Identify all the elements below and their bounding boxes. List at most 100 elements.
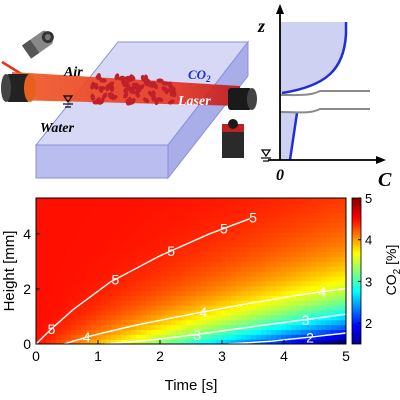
- heatmap-cell: [91, 334, 97, 340]
- heatmap-cell: [296, 295, 302, 301]
- heatmap-cell: [146, 246, 152, 253]
- heatmap-cell: [281, 227, 287, 233]
- label-laser: Laser: [177, 94, 211, 109]
- heatmap-cell: [171, 309, 177, 316]
- heatmap-cell: [301, 212, 307, 219]
- heatmap-cell: [206, 334, 212, 340]
- heatmap-cell: [316, 324, 322, 330]
- heatmap-cell: [86, 305, 92, 311]
- heatmap-cell: [106, 271, 112, 277]
- heatmap-cell: [301, 295, 307, 301]
- contour-label: 5: [220, 220, 228, 236]
- heatmap-cell: [101, 198, 107, 204]
- heatmap-cell: [141, 300, 147, 306]
- heatmap-cell: [306, 319, 312, 326]
- heatmap-cell: [66, 271, 72, 277]
- heatmap-cell: [331, 280, 337, 287]
- heatmap-cell: [186, 202, 192, 209]
- heatmap-cell: [316, 251, 322, 257]
- heatmap-cell: [76, 251, 82, 257]
- heatmap-cell: [226, 290, 232, 296]
- heatmap-cell: [261, 285, 267, 292]
- heatmap-cell: [176, 271, 182, 277]
- heatmap-cell: [286, 271, 292, 277]
- x-tick-label: 2: [156, 348, 164, 364]
- heatmap-cell: [121, 324, 127, 330]
- heatmap-cell: [201, 329, 207, 335]
- heatmap-cell: [321, 324, 327, 330]
- heatmap-cell: [336, 295, 342, 301]
- heatmap-cell: [256, 217, 262, 223]
- heatmap-cell: [236, 256, 242, 262]
- heatmap-cell: [66, 251, 72, 257]
- interface-line-lower: [279, 108, 370, 114]
- heatmap-cell: [326, 212, 332, 219]
- heatmap-cell: [156, 251, 162, 257]
- heatmap-cell: [141, 295, 147, 301]
- heatmap-cell: [61, 305, 67, 311]
- heatmap-cell: [46, 280, 52, 287]
- heatmap-cell: [236, 251, 242, 257]
- heatmap-cell: [306, 339, 312, 344]
- heatmap-cell: [141, 290, 147, 296]
- heatmap-cell: [191, 319, 197, 326]
- heatmap-cell: [56, 290, 62, 296]
- heatmap-cell: [226, 251, 232, 257]
- heatmap-cell: [36, 198, 42, 204]
- heatmap-cell: [326, 271, 332, 277]
- heatmap-cell: [86, 212, 92, 219]
- heatmap-cell: [281, 290, 287, 296]
- heatmap-cell: [316, 319, 322, 326]
- heatmap-cell: [331, 334, 337, 340]
- heatmap-cell: [321, 295, 327, 301]
- heatmap-cell: [336, 246, 342, 253]
- heatmap-cell: [51, 319, 57, 326]
- heatmap-cell: [91, 207, 97, 214]
- heatmap-cell: [216, 309, 222, 316]
- contour-label: 4: [200, 304, 208, 320]
- heatmap-cell: [226, 198, 232, 204]
- heatmap-cell: [146, 285, 152, 292]
- heatmap-cell: [326, 309, 332, 316]
- heatmap-cell: [116, 319, 122, 326]
- heatmap-cell: [291, 314, 297, 321]
- heatmap-cell: [91, 309, 97, 316]
- heatmap-cell: [151, 227, 157, 233]
- heatmap-cell: [216, 256, 222, 262]
- heatmap-cell: [196, 339, 202, 344]
- heatmap-cell: [316, 217, 322, 223]
- heatmap-cell: [191, 198, 197, 204]
- heatmap-cell: [246, 309, 252, 316]
- heatmap-cell: [151, 271, 157, 277]
- heatmap-cell: [216, 251, 222, 257]
- heatmap-cell: [121, 314, 127, 321]
- heatmap-cell: [121, 285, 127, 292]
- heatmap-cell: [261, 300, 267, 306]
- contour-label: 5: [249, 209, 257, 225]
- heatmap-cell: [96, 314, 102, 321]
- heatmap-cell: [276, 280, 282, 287]
- heatmap-cell: [66, 334, 72, 340]
- heatmap-cell: [126, 290, 132, 296]
- heatmap-cell: [131, 329, 137, 335]
- heatmap-cell: [116, 295, 122, 301]
- heatmap-cell: [231, 261, 237, 267]
- heatmap-cell: [221, 339, 227, 344]
- heatmap-cell: [231, 295, 237, 301]
- heatmap-cell: [166, 280, 172, 287]
- heatmap-cell: [116, 271, 122, 277]
- heatmap-cell: [86, 314, 92, 321]
- heatmap-cell: [126, 271, 132, 277]
- heatmap-cell: [146, 309, 152, 316]
- heatmap-cell: [76, 280, 82, 287]
- heatmap-cell: [191, 266, 197, 272]
- heatmap-cell: [71, 232, 77, 238]
- heatmap-cell: [191, 339, 197, 344]
- heatmap-cell: [66, 202, 72, 209]
- heatmap-cell: [161, 236, 167, 243]
- heatmap-cell: [201, 280, 207, 287]
- heatmap-cell: [51, 227, 57, 233]
- heatmap-cell: [131, 246, 137, 253]
- heatmap-cell: [161, 285, 167, 292]
